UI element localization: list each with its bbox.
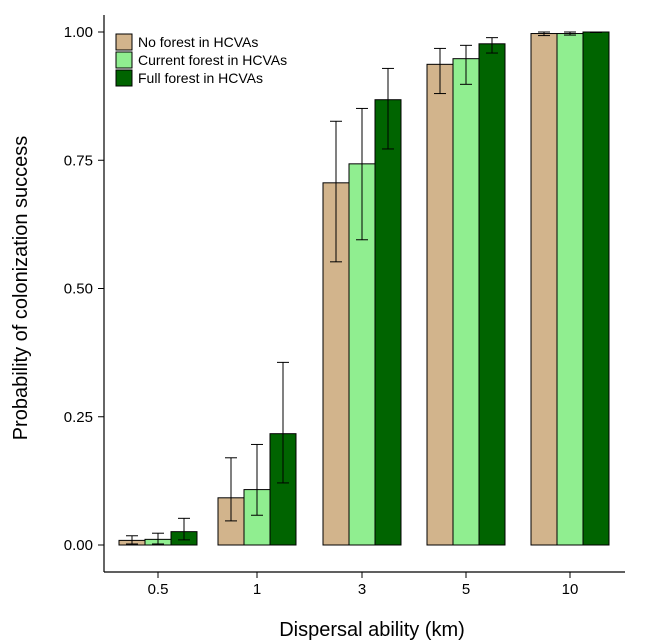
bar-5-2 <box>452 58 480 546</box>
legend-label-1: No forest in HCVAs <box>138 34 258 50</box>
legend-label-3: Full forest in HCVAs <box>138 70 263 86</box>
x-tick-label: 0.5 <box>148 581 169 598</box>
legend-swatch-3 <box>115 69 133 87</box>
bar-3-3 <box>374 99 402 546</box>
axes-layer <box>103 15 625 573</box>
bar-10-1 <box>530 33 558 546</box>
y-axis-title: Probability of colonization success <box>10 136 32 441</box>
x-axis-title: Dispersal ability (km) <box>279 619 465 641</box>
bar-10-3 <box>582 31 610 546</box>
x-tick-label: 3 <box>358 581 366 598</box>
legend: No forest in HCVAs Current forest in HCVA… <box>115 33 287 87</box>
x-tick-label: 5 <box>462 581 470 598</box>
y-tick-label: 0.75 <box>64 152 93 169</box>
legend-swatch-2 <box>115 51 133 69</box>
bar-5-1 <box>426 63 454 546</box>
y-tick-label: 0.50 <box>64 281 93 298</box>
legend-label-2: Current forest in HCVAs <box>138 52 287 68</box>
error-bars-layer <box>126 31 602 545</box>
x-tick-label: 10 <box>562 581 579 598</box>
y-tick-label: 1.00 <box>64 24 93 41</box>
bar-5-3 <box>478 43 506 546</box>
x-ticks: 0.5 1 3 5 10 <box>148 572 579 598</box>
legend-swatch-1 <box>115 33 133 51</box>
bar-10-2 <box>556 33 584 546</box>
y-tick-label: 0.25 <box>64 409 93 426</box>
bars-layer <box>118 31 610 546</box>
x-tick-label: 1 <box>253 581 261 598</box>
y-tick-label: 0.00 <box>64 537 93 554</box>
y-ticks: 0.00 0.25 0.50 0.75 1.00 <box>64 24 104 554</box>
